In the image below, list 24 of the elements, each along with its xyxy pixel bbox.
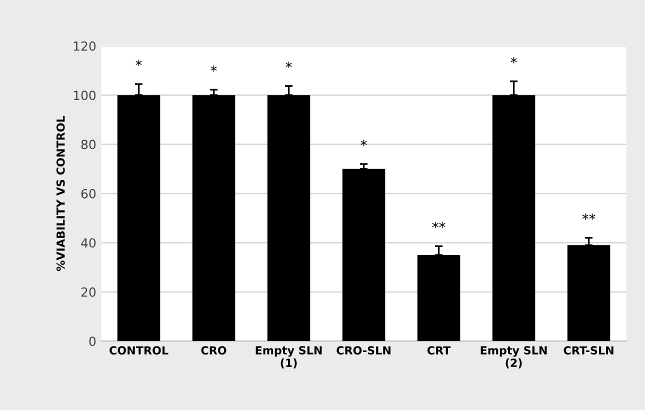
- bar: [342, 168, 386, 342]
- x-tick-label: Empty SLN (1): [256, 346, 322, 368]
- y-tick-label: 80: [81, 140, 96, 150]
- annotation: *: [286, 62, 292, 68]
- x-tick-label: CRO: [201, 346, 226, 355]
- x-tick-label: CRT-SLN: [564, 346, 614, 355]
- annotation: *: [136, 60, 142, 66]
- y-tick-label: 120: [74, 41, 96, 51]
- annotation: **: [432, 222, 446, 228]
- y-tick-label: 40: [81, 238, 96, 248]
- x-tick-label: Empty SLN (2): [480, 346, 547, 368]
- y-tick-label: 100: [74, 90, 96, 100]
- x-tick-label: CONTROL: [110, 346, 168, 355]
- y-tick-label: 20: [81, 287, 96, 297]
- annotation: *: [510, 57, 517, 64]
- y-tick-label: 60: [81, 188, 96, 198]
- annotation: *: [210, 65, 217, 72]
- y-tick-label: 0: [89, 336, 96, 346]
- annotation: **: [582, 213, 596, 220]
- x-tick-label: CRT: [427, 346, 451, 355]
- x-tick-label: CRO-SLN: [336, 346, 390, 355]
- y-axis-title: %VIABILITY VS CONTROL: [56, 116, 65, 272]
- bar: [417, 255, 460, 342]
- annotation: *: [360, 140, 367, 146]
